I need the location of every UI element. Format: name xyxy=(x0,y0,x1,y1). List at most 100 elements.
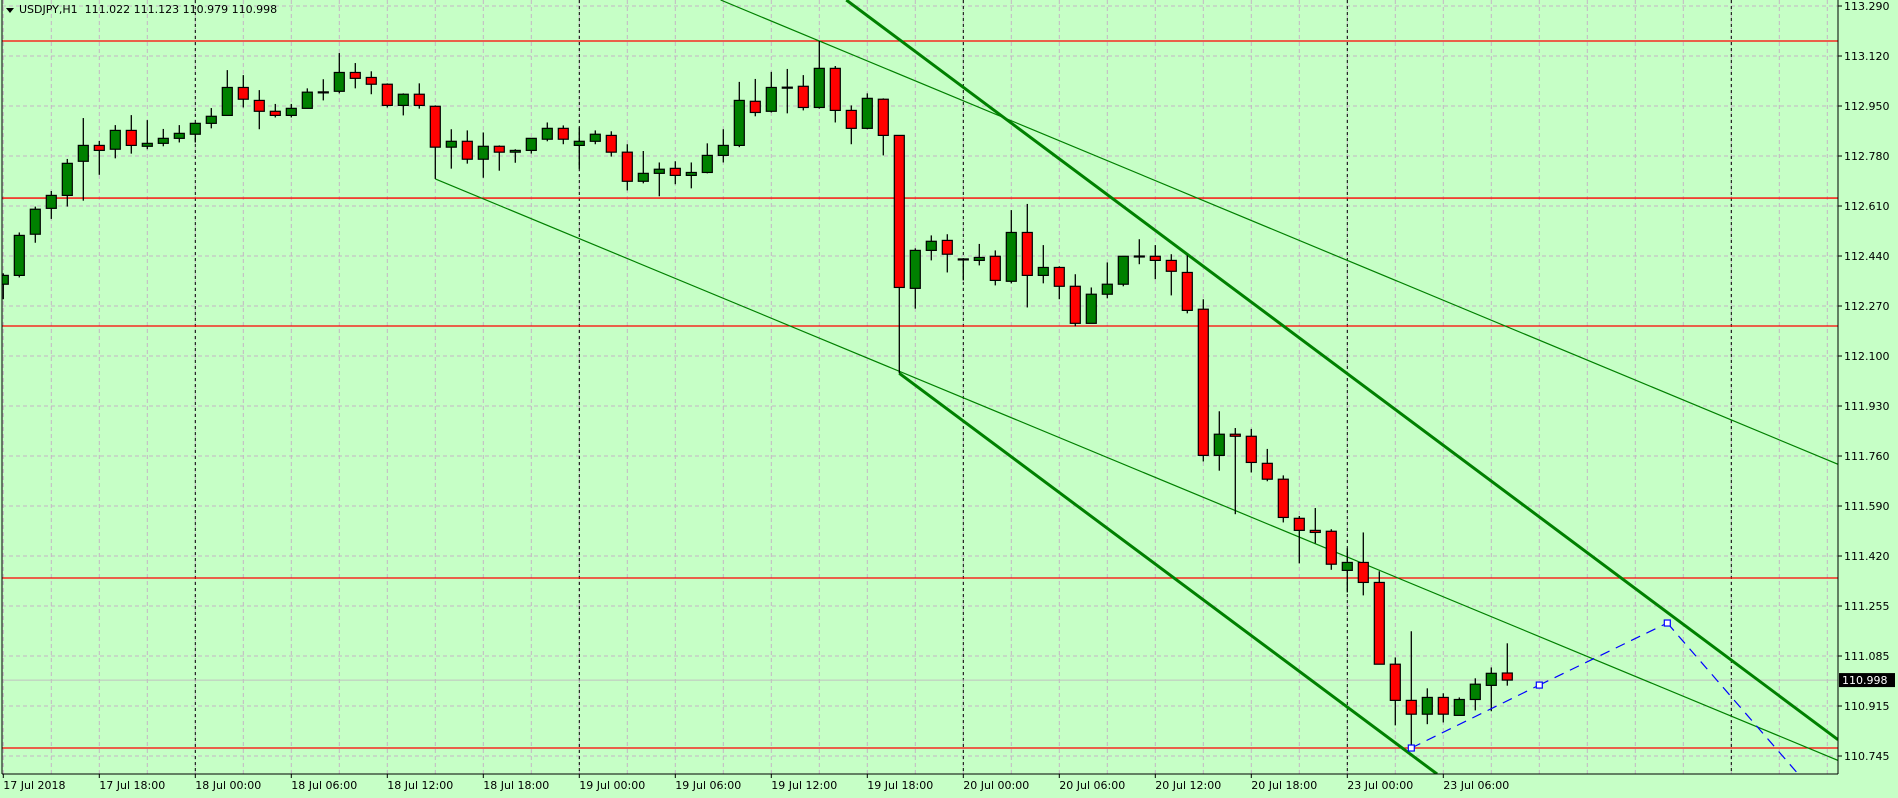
candle-body xyxy=(1117,255,1129,285)
time-tick-label: 20 Jul 12:00 xyxy=(1155,779,1221,792)
candle xyxy=(1421,688,1433,725)
time-tick-label: 20 Jul 18:00 xyxy=(1251,779,1317,792)
candle-body xyxy=(1133,255,1145,258)
candle-body xyxy=(317,91,329,94)
candle xyxy=(1453,697,1465,716)
candle-body xyxy=(1053,266,1065,287)
candle xyxy=(381,83,393,108)
candle xyxy=(1245,428,1257,473)
candle-body xyxy=(557,127,569,140)
candle xyxy=(1229,428,1241,515)
candle xyxy=(1213,411,1225,471)
dropdown-triangle-icon[interactable] xyxy=(6,7,14,13)
candle xyxy=(589,130,601,145)
candle-body xyxy=(1149,255,1161,261)
candle-body xyxy=(573,140,585,147)
candle xyxy=(1469,678,1481,711)
candle-body xyxy=(1181,271,1193,311)
candle-body xyxy=(1069,285,1081,324)
candle xyxy=(237,75,249,108)
trendline xyxy=(845,0,1838,741)
candle xyxy=(1037,245,1049,284)
candle xyxy=(1501,643,1513,686)
price-tick-label: 112.270 xyxy=(1844,300,1890,313)
candle xyxy=(1085,287,1097,324)
candle xyxy=(813,40,825,109)
candle-body xyxy=(989,255,1001,281)
candle-body xyxy=(221,86,233,117)
candle xyxy=(2,273,9,300)
candle-body xyxy=(813,67,825,109)
candle-body xyxy=(829,67,841,112)
time-tick-label: 19 Jul 18:00 xyxy=(867,779,933,792)
price-tick-label: 112.610 xyxy=(1844,200,1890,213)
candle xyxy=(205,108,217,129)
candle xyxy=(877,98,889,156)
candle-body xyxy=(1165,259,1177,272)
candle xyxy=(493,145,505,171)
candle-body xyxy=(957,258,969,261)
candle xyxy=(13,232,25,278)
price-tick-label: 112.780 xyxy=(1844,150,1890,163)
candle-body xyxy=(909,249,921,289)
price-tick-label: 112.950 xyxy=(1844,100,1890,113)
candle-body xyxy=(397,93,409,107)
candle xyxy=(349,63,361,89)
candle-body xyxy=(205,115,217,124)
candle xyxy=(429,105,441,179)
candle xyxy=(397,93,409,116)
candle xyxy=(253,90,265,130)
candle xyxy=(61,158,73,207)
candle-body xyxy=(1501,672,1513,681)
candle-body xyxy=(77,144,89,162)
trendline xyxy=(720,0,1838,465)
candle-body xyxy=(429,105,441,148)
candle xyxy=(1405,631,1417,748)
candle-body xyxy=(1341,561,1353,571)
candle-body xyxy=(45,194,57,209)
candle xyxy=(621,144,633,191)
current-price-label: 110.998 xyxy=(1842,674,1888,687)
candle-body xyxy=(765,86,777,112)
candle xyxy=(365,71,377,95)
candle xyxy=(717,129,729,163)
candle-body xyxy=(653,168,665,174)
candle-body xyxy=(605,134,617,153)
candle xyxy=(413,83,425,109)
candle xyxy=(1325,529,1337,570)
candle xyxy=(1133,239,1145,265)
time-tick-label: 17 Jul 2018 xyxy=(3,779,65,792)
candle xyxy=(221,70,233,117)
candle-body xyxy=(845,109,857,129)
candle-body xyxy=(925,240,937,251)
candle xyxy=(989,250,1001,286)
price-tick-label: 110.745 xyxy=(1844,750,1890,763)
candle-body xyxy=(349,71,361,79)
candle-body xyxy=(525,137,537,152)
candle xyxy=(1053,266,1065,300)
candle xyxy=(605,131,617,157)
candle-body xyxy=(2,274,9,285)
candle-body xyxy=(93,144,105,152)
candle-body xyxy=(125,129,137,147)
candle xyxy=(301,88,313,109)
candle xyxy=(1101,262,1113,299)
candle-body xyxy=(1245,435,1257,464)
candle-body xyxy=(493,145,505,153)
candle xyxy=(477,132,489,178)
candle-body xyxy=(1453,698,1465,716)
candle-body xyxy=(669,167,681,177)
candle xyxy=(893,134,905,374)
time-tick-label: 18 Jul 06:00 xyxy=(291,779,357,792)
projection-path xyxy=(1407,619,1799,774)
candle-body xyxy=(861,97,873,129)
candle-body xyxy=(141,142,153,147)
candle xyxy=(1005,210,1017,284)
projection-anchor-handle xyxy=(1535,681,1543,689)
candle-body xyxy=(1261,462,1273,480)
candle xyxy=(93,140,105,175)
candle-body xyxy=(109,129,121,150)
candle xyxy=(1341,548,1353,593)
